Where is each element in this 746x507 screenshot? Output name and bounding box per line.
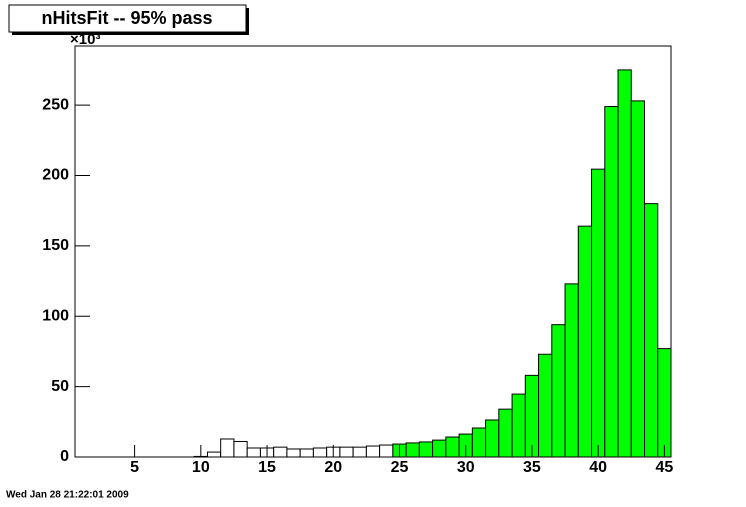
histogram-bar <box>538 353 553 458</box>
histogram-bar <box>498 408 513 458</box>
histogram-bar <box>286 448 301 458</box>
histogram-bar <box>312 447 328 458</box>
histogram-bar <box>524 374 540 458</box>
histogram-bar <box>273 446 288 458</box>
histogram-bar <box>206 451 222 458</box>
histogram-bar <box>577 225 593 458</box>
y-tick-label: 150 <box>42 237 69 254</box>
x-tick-label: 45 <box>655 459 673 476</box>
title-shadow <box>12 32 249 35</box>
histogram-bar <box>657 348 672 458</box>
histogram-bar <box>591 168 606 458</box>
histogram-bar <box>551 324 566 458</box>
x-tick-label: 10 <box>192 459 210 476</box>
y-tick-label: 50 <box>51 378 69 395</box>
x-tick-label: 35 <box>523 459 541 476</box>
histogram-bar <box>379 444 394 458</box>
x-tick-label: 20 <box>324 459 342 476</box>
histogram-bar <box>418 441 434 458</box>
y-multiplier: ×10³ <box>70 31 100 48</box>
y-tick-label: 200 <box>42 167 69 184</box>
histogram-bar <box>246 447 261 458</box>
plot-frame-border <box>74 45 672 458</box>
histogram-bar <box>233 441 248 458</box>
histogram-bar <box>644 203 659 458</box>
histogram-bar <box>485 419 500 458</box>
histogram-bar <box>299 448 314 458</box>
title-shadow <box>246 8 249 35</box>
x-tick-label: 25 <box>391 459 409 476</box>
histogram-bar <box>617 69 632 458</box>
histogram-bar <box>630 100 646 458</box>
histogram-bar <box>339 446 354 458</box>
histogram-bar <box>604 106 619 458</box>
histogram-bar <box>432 439 447 458</box>
y-tick-label: 0 <box>60 448 69 465</box>
x-tick-label: 15 <box>258 459 276 476</box>
title-box <box>8 4 247 33</box>
x-tick-label: 40 <box>589 459 607 476</box>
histogram-bar <box>445 436 460 458</box>
y-tick-label: 250 <box>42 96 69 113</box>
histogram-bar <box>220 438 235 458</box>
chart-title: nHitsFit -- 95% pass <box>41 8 212 28</box>
histogram-bar <box>511 393 526 458</box>
histogram-bar <box>352 446 367 458</box>
histogram-bar <box>564 283 579 458</box>
histogram-bar <box>365 445 381 458</box>
x-tick-label: 30 <box>457 459 475 476</box>
footer-date: Wed Jan 28 21:22:01 2009 <box>6 490 129 501</box>
y-tick-label: 100 <box>42 307 69 324</box>
histogram-bar <box>471 427 487 458</box>
x-tick-label: 5 <box>130 459 139 476</box>
histogram-bar <box>405 442 420 458</box>
